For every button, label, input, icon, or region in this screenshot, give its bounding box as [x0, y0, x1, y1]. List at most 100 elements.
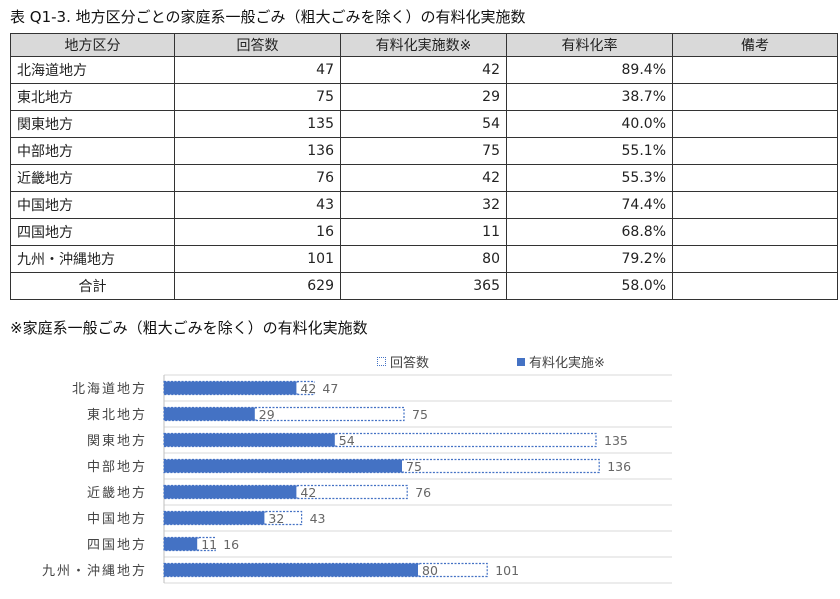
data-label-responses: 75 — [412, 407, 428, 422]
cell-note — [672, 83, 838, 111]
cell-rate: 40.0% — [506, 110, 673, 138]
cell-responses: 135 — [174, 110, 341, 138]
data-label-responses: 47 — [322, 381, 338, 396]
summary-table: 地方区分 回答数 有料化実施数※ 有料化率 備考 北海道地方 47 42 89.4% 東… — [10, 33, 838, 300]
cell-responses: 136 — [174, 137, 341, 165]
legend-swatch-outline — [377, 357, 386, 366]
header-region: 地方区分 — [10, 33, 175, 57]
cell-note — [672, 191, 838, 219]
cell-implemented: 42 — [340, 56, 507, 84]
data-label-implemented: 42 — [300, 485, 316, 500]
header-note: 備考 — [672, 33, 838, 57]
cell-rate: 58.0% — [506, 272, 673, 300]
data-label-implemented: 32 — [268, 511, 284, 526]
cell-rate: 74.4% — [506, 191, 673, 219]
bar-implemented — [164, 459, 404, 473]
bar-implemented — [164, 381, 299, 395]
cell-implemented: 42 — [340, 164, 507, 192]
footnote: ※家庭系一般ごみ（粗大ごみを除く）の有料化実施数 — [10, 319, 368, 337]
cell-note — [672, 272, 838, 300]
cell-responses: 101 — [174, 245, 341, 273]
legend-label-implemented: 有料化実施※ — [529, 356, 605, 371]
data-label-responses: 136 — [607, 459, 631, 474]
cell-rate: 68.8% — [506, 218, 673, 246]
data-label-implemented: 42 — [300, 381, 316, 396]
cell-note — [672, 164, 838, 192]
cell-rate: 89.4% — [506, 56, 673, 84]
data-label-box — [254, 408, 279, 420]
table-total-row: 合計 629 365 58.0% — [10, 272, 838, 300]
cell-rate: 38.7% — [506, 83, 673, 111]
cell-note — [672, 110, 838, 138]
cell-responses: 75 — [174, 83, 341, 111]
cell-region: 近畿地方 — [10, 164, 175, 192]
data-label-implemented: 29 — [259, 407, 275, 422]
chart-legend: 回答数 有料化実施※ — [377, 352, 605, 371]
category-label: 九州・沖縄地方 — [42, 563, 147, 579]
data-label-responses: 101 — [495, 563, 519, 578]
bar-implemented — [164, 485, 299, 499]
cell-implemented: 32 — [340, 191, 507, 219]
cell-note — [672, 137, 838, 165]
category-label: 中部地方 — [87, 459, 147, 475]
bar-implemented — [164, 537, 200, 551]
cell-region: 九州・沖縄地方 — [10, 245, 175, 273]
category-label: 東北地方 — [87, 407, 147, 423]
category-label: 四国地方 — [87, 537, 147, 553]
data-label-box — [402, 460, 426, 472]
data-label-responses: 16 — [223, 537, 239, 552]
bar-implemented — [164, 563, 420, 577]
cell-implemented: 29 — [340, 83, 507, 111]
bar-implemented — [164, 511, 267, 525]
cell-responses: 629 — [174, 272, 341, 300]
legend-item-implemented: 有料化実施※ — [517, 352, 605, 371]
data-label-responses: 76 — [415, 485, 431, 500]
cell-region: 中国地方 — [10, 191, 175, 219]
data-label-implemented: 11 — [201, 537, 217, 552]
data-label-box — [296, 382, 321, 394]
table-row: 四国地方 16 11 68.8% — [10, 218, 838, 246]
data-label-responses: 135 — [604, 433, 628, 448]
category-label: 近畿地方 — [87, 485, 147, 501]
header-implemented: 有料化実施数※ — [340, 33, 507, 57]
legend-item-responses: 回答数 — [377, 352, 429, 371]
table-row: 中国地方 43 32 74.4% — [10, 191, 838, 219]
category-label: 北海道地方 — [72, 381, 147, 397]
cell-note — [672, 245, 838, 273]
cell-region: 合計 — [10, 272, 175, 300]
data-label-box — [296, 486, 321, 498]
cell-implemented: 75 — [340, 137, 507, 165]
legend-swatch-filled — [517, 357, 526, 366]
cell-rate: 55.1% — [506, 137, 673, 165]
table-row: 関東地方 135 54 40.0% — [10, 110, 838, 138]
cell-rate: 55.3% — [506, 164, 673, 192]
cell-implemented: 54 — [340, 110, 507, 138]
table-row: 近畿地方 76 42 55.3% — [10, 164, 838, 192]
data-label-implemented: 54 — [339, 433, 355, 448]
cell-responses: 47 — [174, 56, 341, 84]
page-title: 表 Q1-3. 地方区分ごとの家庭系一般ごみ（粗大ごみを除く）の有料化実施数 — [10, 8, 526, 26]
cell-region: 中部地方 — [10, 137, 175, 165]
table-row: 東北地方 75 29 38.7% — [10, 83, 838, 111]
cell-rate: 79.2% — [506, 245, 673, 273]
data-label-box — [264, 512, 289, 524]
category-label: 関東地方 — [87, 433, 147, 449]
bar-implemented — [164, 433, 337, 447]
legend-label-responses: 回答数 — [390, 356, 430, 371]
bar-chart: 北海道地方 42 47 東北地方 29 75 関東地方 54 135 中部地方 75 136 近畿地方 4… — [42, 374, 672, 584]
data-label-box — [334, 434, 359, 446]
cell-note — [672, 56, 838, 84]
data-label-box — [197, 538, 222, 550]
header-rate: 有料化率 — [506, 33, 673, 57]
bar-implemented — [164, 407, 257, 421]
table-row: 中部地方 136 75 55.1% — [10, 137, 838, 165]
data-label-implemented: 80 — [422, 563, 438, 578]
cell-responses: 43 — [174, 191, 341, 219]
cell-responses: 16 — [174, 218, 341, 246]
header-responses: 回答数 — [174, 33, 341, 57]
cell-responses: 76 — [174, 164, 341, 192]
cell-implemented: 80 — [340, 245, 507, 273]
cell-region: 四国地方 — [10, 218, 175, 246]
cell-region: 北海道地方 — [10, 56, 175, 84]
cell-note — [672, 218, 838, 246]
